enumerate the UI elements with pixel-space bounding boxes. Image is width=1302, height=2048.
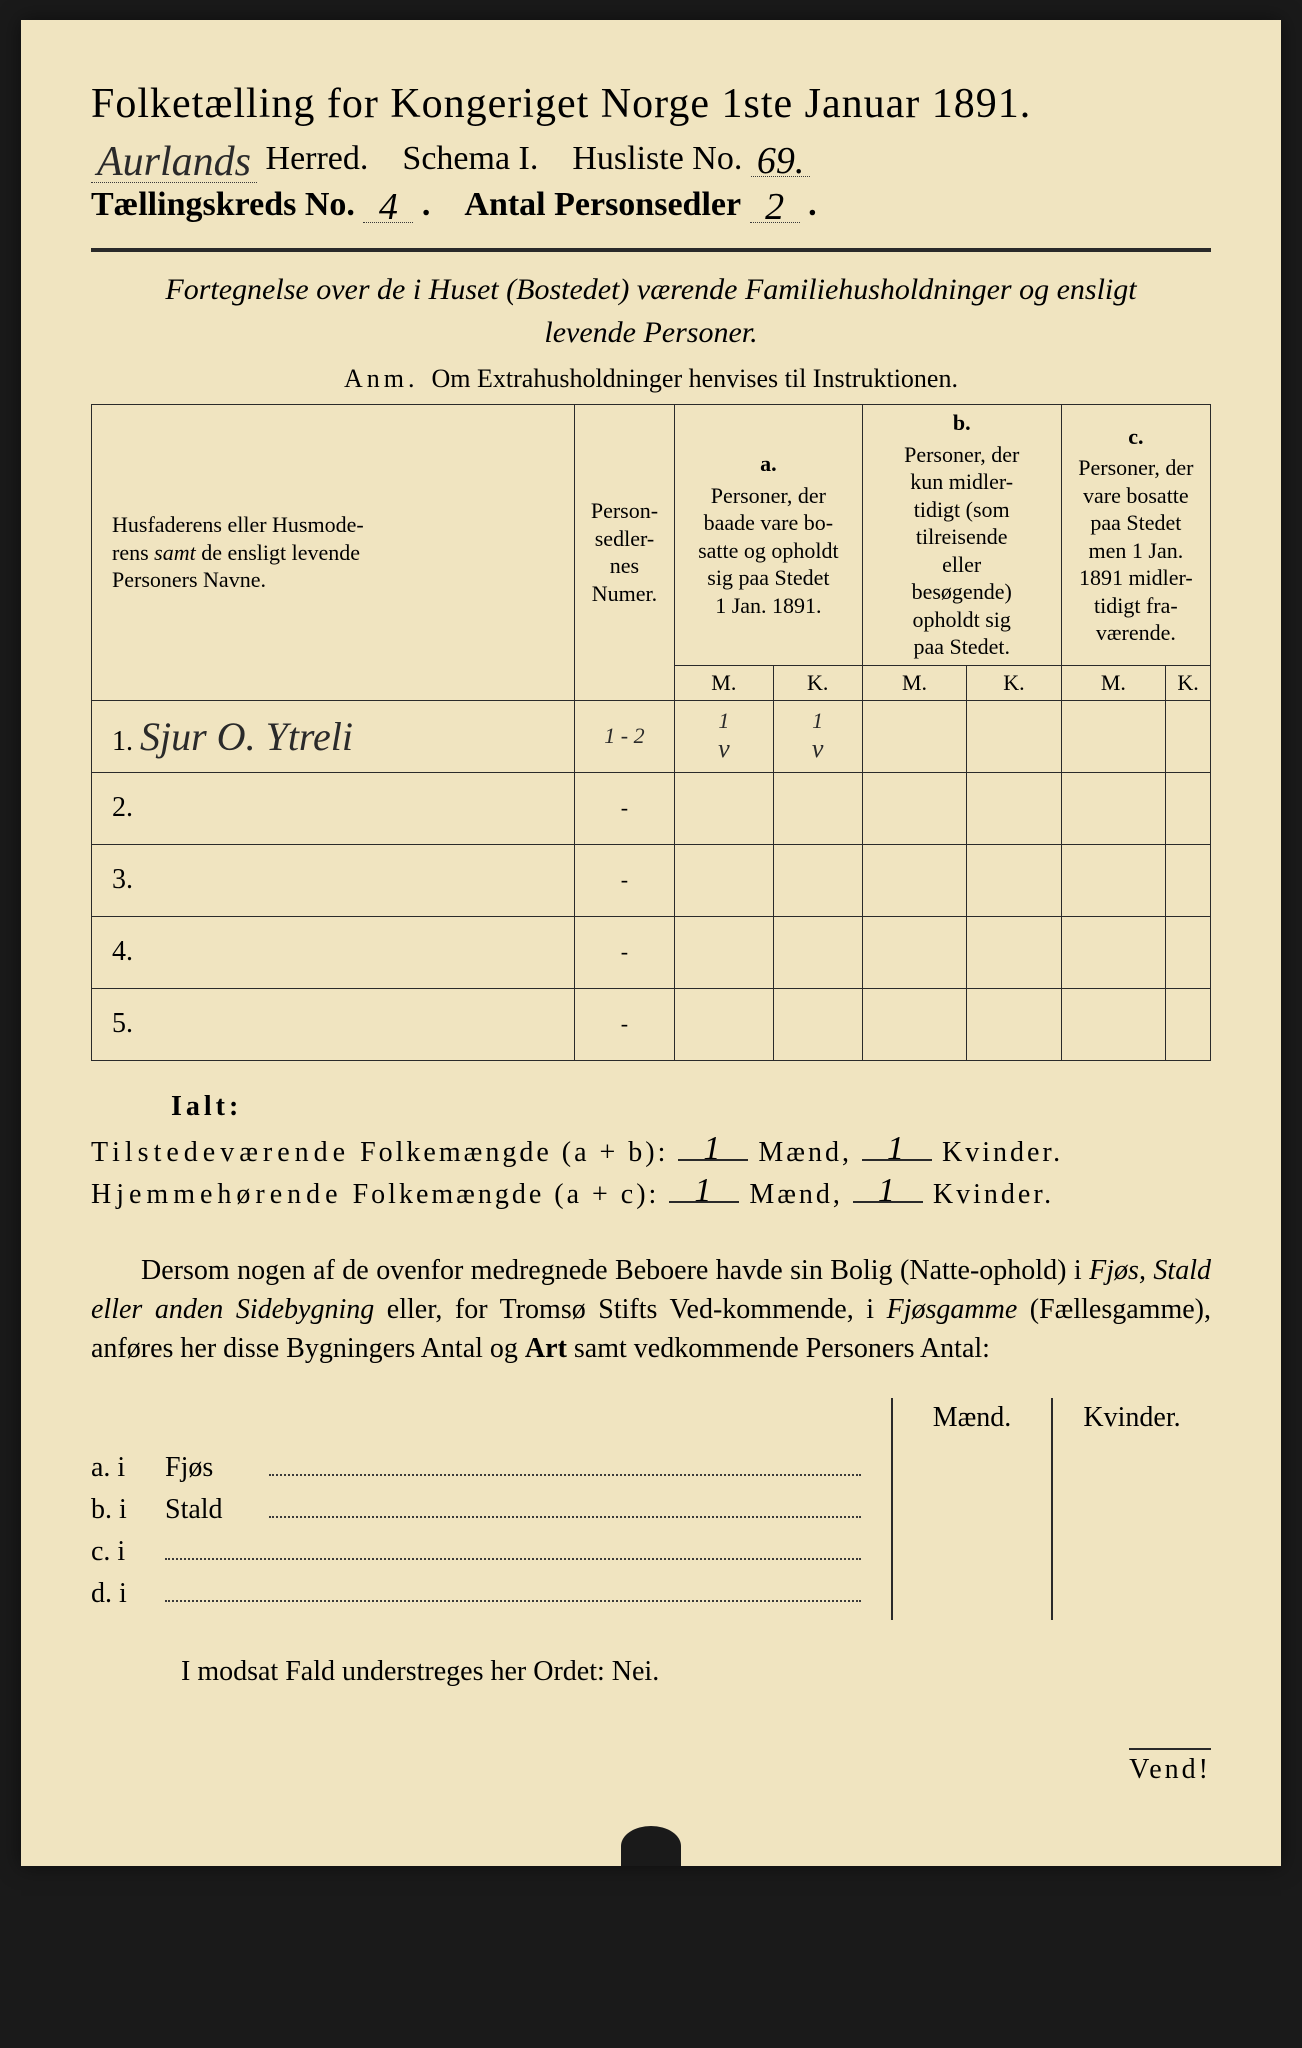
anm-note: Anm. Om Extrahusholdninger henvises til … [91, 364, 1211, 394]
row-name: 5. [92, 988, 575, 1060]
ialt-line-1: Tilstedeværende Folkemængde (a + b): 1 M… [91, 1137, 1211, 1169]
antal-label: Antal Personsedler [464, 186, 741, 223]
outbuildings-block: a. i Fjøs b. i Stald c. i d. i [91, 1398, 1211, 1620]
col-head-sedler: Person-sedler-nesNumer. [574, 405, 674, 701]
col-b-k: K. [967, 665, 1061, 700]
table-row: 4. - [92, 916, 1211, 988]
ink-blot [621, 1826, 681, 1866]
schema-label: Schema I. [402, 140, 538, 177]
husliste-label: Husliste No. [572, 140, 742, 177]
col-head-c: c. Personer, dervare bosattepaa Stedetme… [1061, 405, 1210, 666]
col-a-m: M. [675, 665, 774, 700]
subtitle-line2: levende Personer. [91, 313, 1211, 352]
herred-handwritten: Aurlands [91, 144, 257, 183]
cell-b-k [967, 700, 1061, 772]
col-a-k: K. [773, 665, 862, 700]
ob-maend-col: Mænd. [893, 1398, 1053, 1620]
col-c-k: K. [1166, 665, 1211, 700]
ob-row: d. i [91, 1578, 861, 1610]
dersom-paragraph: Dersom nogen af de ovenfor medregnede Be… [91, 1251, 1211, 1369]
vend-label: Vend! [1129, 1748, 1211, 1786]
herred-label: Herred. [266, 140, 369, 177]
table-row: 2. - [92, 772, 1211, 844]
nei-line: I modsat Fald understreges her Ordet: Ne… [91, 1656, 1211, 1688]
anm-text: Om Extrahusholdninger henvises til Instr… [432, 364, 958, 393]
census-form-page: Folketælling for Kongeriget Norge 1ste J… [21, 20, 1281, 1866]
row-name: 3. [92, 844, 575, 916]
ob-kvinder-col: Kvinder. [1053, 1398, 1211, 1620]
ob-row: c. i [91, 1536, 861, 1568]
ob-row: a. i Fjøs [91, 1452, 861, 1484]
cell-sedler: - [574, 844, 674, 916]
main-title: Folketælling for Kongeriget Norge 1ste J… [91, 80, 1211, 128]
cell-sedler: - [574, 772, 674, 844]
header-line-3: Tællingskreds No. 4 . Antal Personsedler… [91, 186, 1211, 224]
cell-sedler: 1 - 2 [574, 700, 674, 772]
ialt-block: Ialt: Tilstedeværende Folkemængde (a + b… [91, 1091, 1211, 1211]
cell-sedler: - [574, 988, 674, 1060]
header-line-2: Aurlands Herred. Schema I. Husliste No. … [91, 138, 1211, 178]
ob-counts: Mænd. Kvinder. [891, 1398, 1211, 1620]
antal-no: 2 [750, 192, 800, 223]
ialt-2-m: 1 [669, 1181, 739, 1203]
ialt-1-k: 1 [862, 1139, 932, 1161]
anm-label: Anm. [344, 364, 419, 393]
cell-c-m [1061, 700, 1165, 772]
ob-row: b. i Stald [91, 1494, 861, 1526]
col-head-name: Husfaderens eller Husmode-rens samt de e… [92, 405, 575, 701]
divider [91, 248, 1211, 252]
row-name: 1. Sjur O. Ytreli [92, 700, 575, 772]
kreds-label: Tællingskreds No. [91, 186, 355, 223]
ialt-1-m: 1 [678, 1139, 748, 1161]
table-row: 5. - [92, 988, 1211, 1060]
table-row: 1. Sjur O. Ytreli 1 - 2 1 v 1 v [92, 700, 1211, 772]
row-name: 2. [92, 772, 575, 844]
cell-c-k [1166, 700, 1211, 772]
kreds-no: 4 [363, 192, 413, 223]
cell-a-k: 1 v [773, 700, 862, 772]
col-c-m: M. [1061, 665, 1165, 700]
col-b-m: M. [862, 665, 967, 700]
person-name-hand: Sjur O. Ytreli [140, 714, 353, 759]
cell-a-m: 1 v [675, 700, 774, 772]
husliste-no: 69. [751, 146, 811, 177]
persons-table: Husfaderens eller Husmode-rens samt de e… [91, 404, 1211, 1061]
table-row: 3. - [92, 844, 1211, 916]
ialt-line-2: Hjemmehørende Folkemængde (a + c): 1 Mæn… [91, 1179, 1211, 1211]
ialt-2-k: 1 [853, 1181, 923, 1203]
ialt-label: Ialt: [171, 1091, 1211, 1123]
cell-sedler: - [574, 916, 674, 988]
col-head-a: a. Personer, derbaade vare bo-satte og o… [675, 405, 863, 666]
cell-b-m [862, 700, 967, 772]
col-head-b: b. Personer, derkun midler-tidigt (somti… [862, 405, 1061, 666]
title-block: Folketælling for Kongeriget Norge 1ste J… [91, 80, 1211, 224]
subtitle-line1: Fortegnelse over de i Huset (Bostedet) v… [91, 270, 1211, 309]
row-name: 4. [92, 916, 575, 988]
